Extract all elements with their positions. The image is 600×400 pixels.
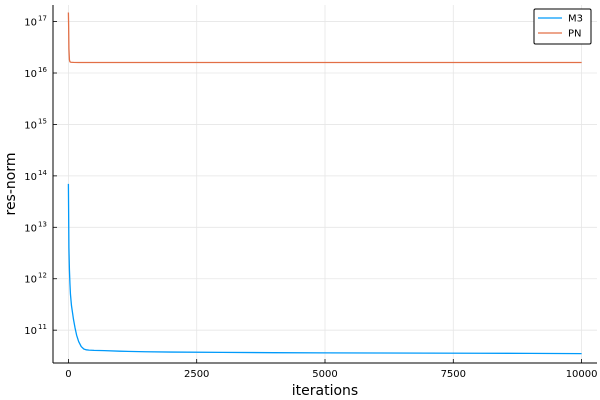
x-tick-label: 10000: [566, 369, 598, 380]
y-tick-exponent: 13: [38, 220, 47, 228]
y-tick-label: 10: [24, 223, 37, 234]
series-layer: [67, 12, 582, 355]
legend: M3 PN: [533, 8, 592, 45]
y-tick-label: 10: [24, 18, 37, 29]
x-tick-label: 0: [65, 369, 71, 380]
x-tick-label: 5000: [312, 369, 337, 380]
x-grid: [67, 5, 583, 363]
y-axis-label: res-norm: [3, 153, 19, 216]
y-tick-exponent: 12: [38, 272, 47, 280]
x-tick-labels: 0 2500 5000 7500 10000: [65, 369, 597, 380]
axes: [52, 5, 597, 364]
series-line-m3: [67, 183, 582, 355]
y-tick-exponent: 15: [38, 117, 47, 125]
y-tick-label: 10: [24, 326, 37, 337]
series-line-pn: [67, 12, 582, 64]
y-tick-exponent: 11: [38, 323, 47, 331]
x-axis-label: iterations: [292, 383, 358, 399]
y-tick-exponent: 17: [38, 15, 47, 23]
y-tick-label: 10: [24, 275, 37, 286]
y-tick-label: 10: [24, 172, 37, 183]
x-tick-label: 7500: [441, 369, 466, 380]
y-tick-label: 10: [24, 120, 37, 131]
y-tick-exponent: 16: [38, 66, 47, 74]
x-tick-label: 2500: [184, 369, 209, 380]
y-tick-label: 10: [24, 69, 37, 80]
y-grid: [53, 21, 597, 331]
legend-label-m3: M3: [568, 14, 583, 25]
y-tick-exponent: 14: [38, 169, 47, 177]
legend-label-pn: PN: [568, 29, 582, 40]
